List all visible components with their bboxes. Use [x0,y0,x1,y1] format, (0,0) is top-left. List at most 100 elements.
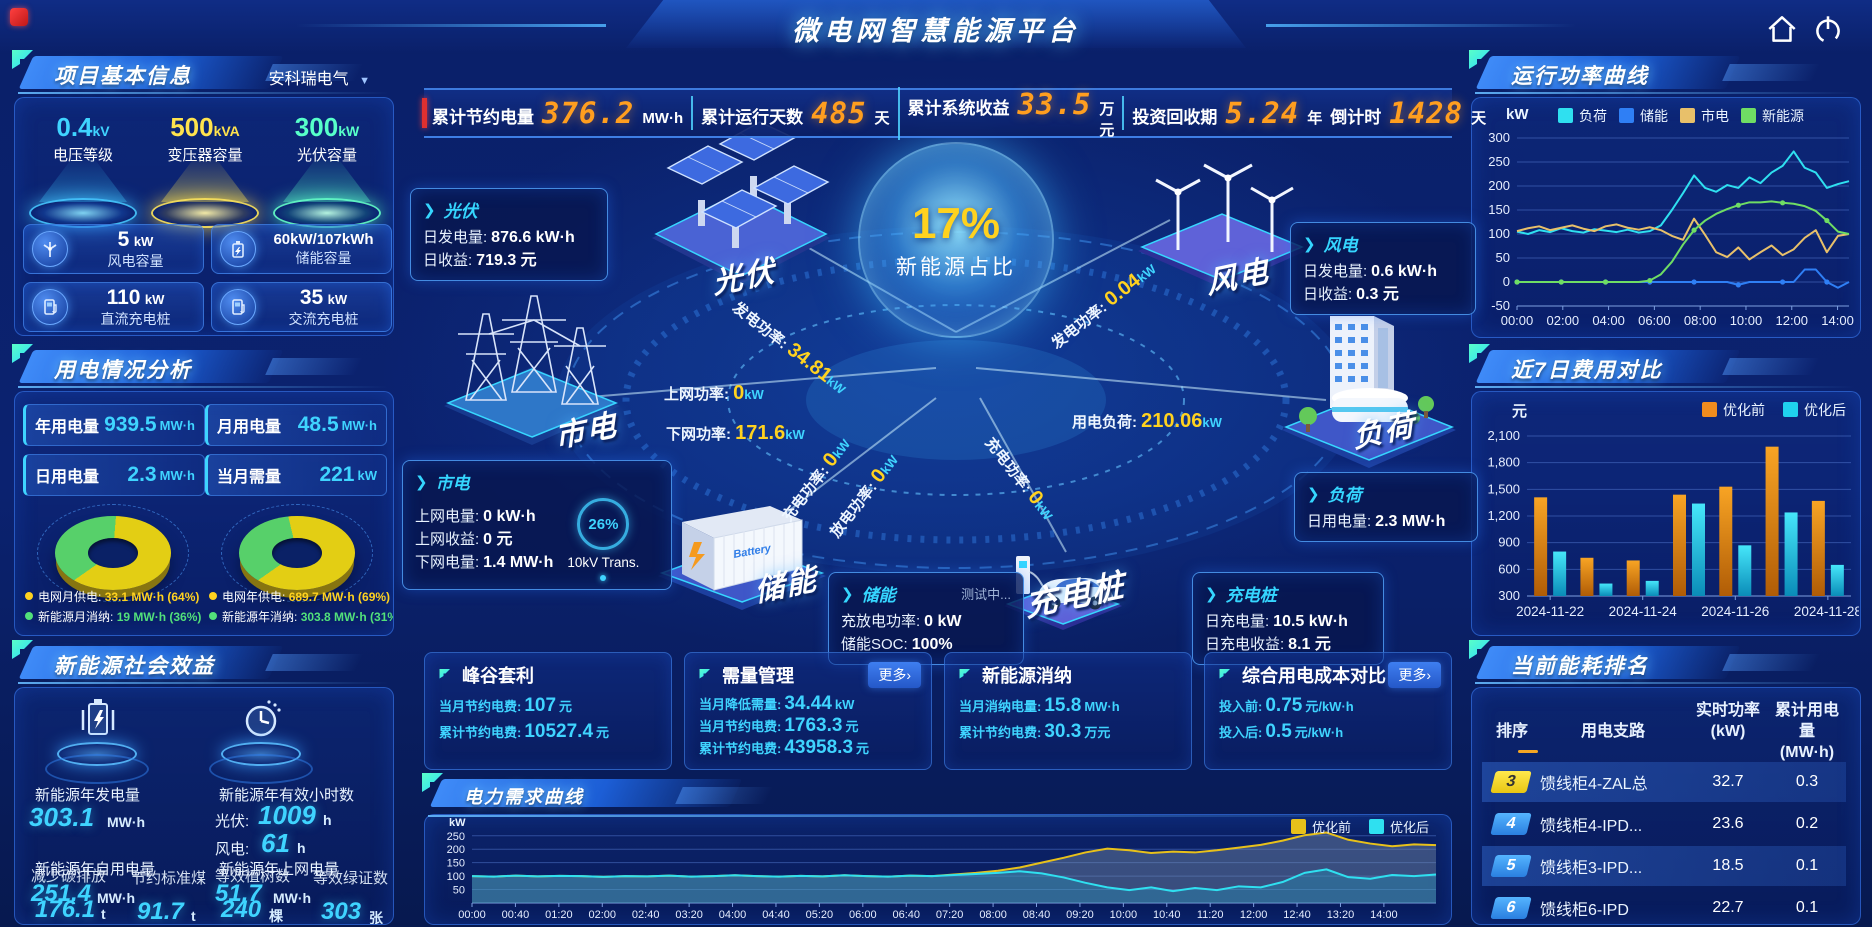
table-row[interactable]: 5 馈线柜3-IPD... 18.5 0.1 [1482,846,1846,886]
panel-title: 电力需求曲线 [464,787,584,807]
svg-text:08:00: 08:00 [979,909,1007,921]
rank-badge: 6 [1490,897,1532,919]
svg-text:900: 900 [1498,535,1520,550]
spotlight-voltage: 0.4kV 电压等级 [23,112,143,228]
card-ac-charger: 35 kW 交流充电桩 [211,282,392,332]
storage-node-icon: Battery [658,506,826,610]
svg-text:150: 150 [447,858,465,870]
donut-year-chart [239,516,355,590]
certs-label: 等效绿证数 [313,870,389,887]
wind-node-icon [1138,163,1306,288]
feed-in-label: 新能源年上网电量 [219,861,340,878]
svg-text:14:00: 14:00 [1821,313,1854,328]
clock-icon [245,700,281,737]
panel-social-benefit: 新能源社会效益 新能源年发电量 303.1 MW·h 新能源年有效 [12,640,394,925]
hours-pedestal [201,696,321,784]
svg-text:09:20: 09:20 [1066,909,1094,921]
legend-item[interactable]: 优化前 [1702,400,1765,420]
kpi-run-days: 累计运行天数 485 天 [691,96,897,130]
chevron-icon: ❯ [415,473,428,491]
legend-grid-year: 电网年供电: 689.7 MW·h (69%) [209,588,390,605]
card-cost-compare: 综合用电成本对比 更多› 投入前: 0.75 元/kW·h 投入后: 0.5 元/kW·… [1204,652,1452,770]
svg-text:08:40: 08:40 [1023,909,1051,921]
table-row[interactable]: 4 馈线柜4-IPD... 23.6 0.2 [1482,804,1846,844]
legend-item[interactable]: 储能 [1619,106,1668,126]
grid-node-icon [444,295,620,445]
svg-text:2024-11-24: 2024-11-24 [1609,604,1678,619]
pv-capacity-value: 300 [294,112,339,142]
legend-item[interactable]: 负荷 [1558,106,1607,126]
svg-text:200: 200 [447,844,465,856]
corner-decor-icon [959,668,970,678]
demand-chart-body: kW 优化前 优化后 50 100 150 200 250 00:00 00:40 01:20… [424,814,1452,925]
kpi-energy-saved: 累计节约电量 376.2 MW·h [432,96,684,130]
svg-text:04:00: 04:00 [719,909,747,921]
chevron-icon: ❯ [1205,585,1218,603]
legend-item[interactable]: 新能源 [1741,106,1804,126]
company-dropdown[interactable]: 安科瑞电气 ▼ [269,65,370,89]
svg-text:02:40: 02:40 [632,909,660,921]
wind-hours-value: 61 [261,828,290,858]
infobox-grid: ❯ 市电 上网电量: 0 kW·h 上网收益: 0 元 下网电量: 1.4 MW·h 2… [402,460,672,590]
card-demand-mgmt: 需量管理 更多› 当月降低需量: 34.44 kW 当月节约电费: 1763.3 元 累… [684,652,932,770]
svg-text:600: 600 [1498,561,1520,576]
rank-badge: 4 [1490,813,1532,835]
svg-text:0: 0 [1503,274,1510,289]
panel-title: 运行功率曲线 [1511,65,1649,88]
legend-item[interactable]: 优化后 [1783,400,1846,420]
card-peak-valley: 峰谷套利 当月节约电费: 107 元 累计节约电费: 10527.4 元 [424,652,672,770]
corner-decor-icon [699,668,710,678]
rank-badge: 3 [1490,771,1532,793]
spotlight-transformer: 500kVA 变压器容量 [145,112,265,228]
svg-text:05:20: 05:20 [806,909,834,921]
panel-header: 项目基本信息 [12,50,394,97]
table-row[interactable]: 6 馈线柜6-IPD 22.7 0.1 [1482,888,1846,924]
svg-text:200: 200 [1488,178,1510,193]
flow-grid-down: 下网功率: 171.6kW [666,422,805,444]
infobox-charger: ❯ 充电桩 日充电量: 10.5 kW·h 日充电收益: 8.1 元 [1192,572,1384,665]
svg-text:150: 150 [1488,202,1510,217]
hours-label: 新能源年有效小时数 [219,787,355,804]
ac-charger-icon [220,289,256,325]
legend-item[interactable]: 市电 [1680,106,1729,126]
app-logo [10,8,28,26]
panel-cost-compare: 近7日费用对比 元 优化前 优化后 300 600 900 1,200 1,500 1,8… [1469,344,1861,636]
corner-decor-icon [439,668,450,678]
home-icon[interactable] [1764,11,1800,47]
svg-text:08:00: 08:00 [1684,313,1717,328]
more-button[interactable]: 更多› [1388,662,1441,688]
gauge-value: 26% [588,515,619,533]
demand-legend: 优化前 优化后 [1290,817,1429,836]
panel-title: 项目基本信息 [54,65,192,88]
trees-label: 等效植树数 [215,868,291,885]
donut-ring-decor [37,504,189,602]
stat-month-usage: 月用电量 48.5 MW·h [205,404,387,446]
transformer-value: 500 [170,112,214,142]
transformer-label: 变压器容量 [167,147,243,164]
corner-decor-icon [1469,344,1490,363]
power-curve-chart: -50 0 50 100 150 200 250 300 00:00 02:00 04:00 06:0… [1488,132,1854,328]
legend-item[interactable]: 优化前 [1290,817,1351,836]
storage-status: 测试中... [961,587,1011,602]
pv-node-icon [652,121,830,284]
table-row[interactable]: 3 馈线柜4-ZAL总 32.7 0.3 [1482,762,1846,802]
chevron-icon: ❯ [1307,485,1320,503]
transformer-gauge: 26% 10kV Trans. [567,498,639,581]
panel-header: 近7日费用对比 [1469,344,1861,391]
corner-decor-icon [422,773,443,792]
svg-text:300: 300 [1488,132,1510,145]
panel-power-curve: 运行功率曲线 kW 负荷 储能 市电 新能源 -50 0 50 100 150 200 25… [1469,50,1861,338]
card-wind-capacity: 5 kW 风电容量 [23,224,204,274]
gauge-label: 10kV Trans. [567,555,640,570]
svg-text:2024-11-22: 2024-11-22 [1516,604,1584,619]
power-icon[interactable] [1810,11,1846,47]
legend-item[interactable]: 优化后 [1368,817,1429,836]
energy-flow-diagram: 17% 新能源占比 [402,100,1478,665]
svg-text:03:20: 03:20 [675,909,703,921]
svg-text:2024-11-28: 2024-11-28 [1794,604,1859,619]
svg-text:06:00: 06:00 [1638,313,1671,328]
svg-text:2024-11-26: 2024-11-26 [1701,604,1769,619]
more-button[interactable]: 更多› [868,662,921,688]
kpi-stats-bar: 累计节约电量 376.2 MW·h 累计运行天数 485 天 累计系统收益 33.5 万元 … [422,86,1486,140]
